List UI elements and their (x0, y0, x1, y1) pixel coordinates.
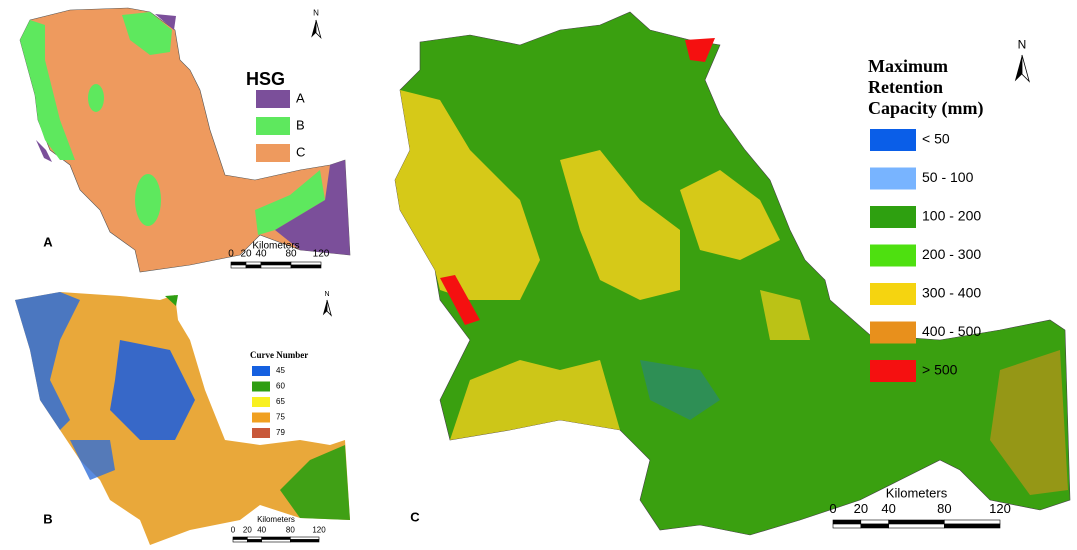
scale-segment (261, 539, 291, 543)
legend-swatch (252, 366, 270, 376)
scale-tick-label: 0 (829, 501, 836, 516)
legend-label: 300 - 400 (922, 285, 981, 301)
scale-tick-label: 20 (243, 526, 252, 535)
legend-label: 65 (276, 397, 285, 406)
north-label: N (324, 291, 329, 298)
scale-tick-label: 120 (989, 501, 1011, 516)
legend-swatch (252, 381, 270, 392)
north-label: N (1018, 38, 1027, 52)
scale-tick-label: 80 (285, 249, 297, 260)
legend-label: 200 - 300 (922, 246, 981, 262)
legend-swatch (256, 117, 290, 135)
map-a (19, 7, 351, 273)
north-arrow (1014, 55, 1022, 82)
scale-tick-label: 0 (228, 249, 234, 260)
scale-segment (860, 519, 889, 525)
legend-swatch (870, 244, 916, 267)
legend-swatch (870, 283, 916, 305)
scale-segment (230, 264, 247, 269)
legend-swatch (252, 412, 270, 423)
legend-label: 79 (276, 428, 285, 437)
legend-label: 45 (276, 366, 285, 375)
scale-tick-label: 40 (881, 501, 895, 516)
north-arrow (326, 299, 332, 317)
legend-label: A (296, 90, 305, 105)
legend-title: Curve Number (250, 350, 308, 360)
scale-tick-label: 120 (312, 526, 326, 535)
scale-segment (260, 264, 292, 269)
scale-segment (261, 536, 291, 540)
scale-segment (944, 523, 1001, 529)
north-label: N (313, 9, 319, 18)
scale-tick-label: 40 (255, 249, 267, 260)
scale-segment (247, 536, 262, 540)
scale-segment (232, 539, 248, 543)
scale-segment (860, 523, 889, 529)
scale-tick-label: 0 (231, 526, 236, 535)
scale-segment (290, 261, 322, 266)
scale-segment (290, 536, 320, 540)
scale-segment (245, 261, 262, 266)
legend-label: 60 (276, 382, 285, 391)
legend-label: C (296, 144, 305, 159)
legend-swatch (252, 397, 270, 407)
scale-tick-label: 40 (257, 526, 266, 535)
map-b (15, 292, 350, 545)
north-arrow (315, 19, 322, 39)
legend-swatch (870, 129, 916, 151)
scale-tick-label: 20 (240, 249, 252, 260)
scale-segment (260, 261, 292, 266)
scale-segment (832, 523, 862, 529)
legend-swatch (256, 144, 290, 162)
scale-segment (247, 539, 262, 543)
scale-tick-label: 80 (937, 501, 951, 516)
legend-label: 100 - 200 (922, 208, 981, 224)
scale-segment (290, 539, 320, 543)
scale-segment (230, 261, 247, 266)
legend-swatch (870, 206, 916, 228)
panel-label: A (43, 234, 53, 249)
scale-segment (290, 264, 322, 269)
scale-segment (888, 523, 945, 529)
scale-segment (232, 536, 248, 540)
scale-tick-label: 20 (854, 501, 868, 516)
north-arrow (1021, 54, 1030, 83)
scale-tick-label: 80 (286, 526, 295, 535)
scale-segment (944, 519, 1001, 525)
legend-swatch (252, 428, 270, 438)
legend-swatch (256, 90, 290, 108)
legend-label: 400 - 500 (922, 323, 981, 339)
legend-label: B (296, 117, 305, 132)
legend-swatch (870, 360, 916, 382)
scale-segment (832, 519, 862, 525)
panel-label: B (43, 511, 52, 526)
scale-segment (888, 519, 945, 525)
legend-swatch (870, 321, 916, 344)
legend-label: < 50 (922, 131, 950, 147)
scale-title: Kilometers (886, 485, 948, 500)
north-arrow (311, 20, 316, 38)
north-arrow (322, 300, 327, 316)
legend-title: Maximum Retention Capacity (mm) (868, 56, 984, 118)
scale-title: Kilometers (252, 241, 299, 252)
legend-label: > 500 (922, 362, 958, 378)
panel-label: C (410, 509, 420, 524)
scale-segment (245, 264, 262, 269)
legend-title: HSG (246, 69, 285, 89)
legend-label: 50 - 100 (922, 169, 974, 185)
legend-label: 75 (276, 413, 285, 422)
scale-title: Kilometers (257, 515, 295, 524)
map-c (394, 11, 1071, 536)
scale-tick-label: 120 (313, 249, 330, 260)
legend-swatch (870, 167, 916, 190)
